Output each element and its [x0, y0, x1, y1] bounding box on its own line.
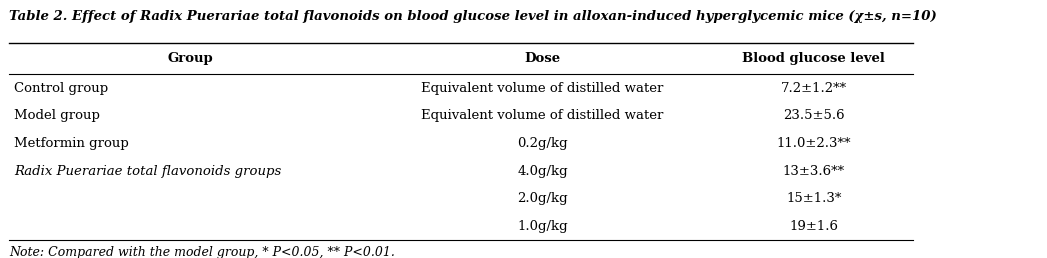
Text: 4.0g/kg: 4.0g/kg — [517, 165, 567, 178]
Text: 2.0g/kg: 2.0g/kg — [517, 192, 567, 205]
Text: 23.5±5.6: 23.5±5.6 — [783, 109, 845, 122]
Text: Note: Compared with the model group, * P<0.05, ** P<0.01.: Note: Compared with the model group, * P… — [9, 246, 395, 258]
Text: 1.0g/kg: 1.0g/kg — [517, 220, 567, 233]
Text: Equivalent volume of distilled water: Equivalent volume of distilled water — [422, 109, 664, 122]
Text: Control group: Control group — [14, 82, 108, 95]
Text: Dose: Dose — [525, 52, 561, 65]
Text: Equivalent volume of distilled water: Equivalent volume of distilled water — [422, 82, 664, 95]
Text: Group: Group — [168, 52, 213, 65]
Text: 0.2g/kg: 0.2g/kg — [517, 137, 567, 150]
Text: Blood glucose level: Blood glucose level — [742, 52, 886, 65]
Text: Radix Puerariae total flavonoids groups: Radix Puerariae total flavonoids groups — [14, 165, 281, 178]
Text: 7.2±1.2**: 7.2±1.2** — [781, 82, 847, 95]
Text: 19±1.6: 19±1.6 — [789, 220, 839, 233]
Text: Metformin group: Metformin group — [14, 137, 129, 150]
Text: 13±3.6**: 13±3.6** — [783, 165, 845, 178]
Text: 11.0±2.3**: 11.0±2.3** — [777, 137, 851, 150]
Text: 15±1.3*: 15±1.3* — [786, 192, 842, 205]
Text: Table 2. Effect of Radix Puerariae total flavonoids on blood glucose level in al: Table 2. Effect of Radix Puerariae total… — [9, 10, 937, 23]
Text: Model group: Model group — [14, 109, 99, 122]
